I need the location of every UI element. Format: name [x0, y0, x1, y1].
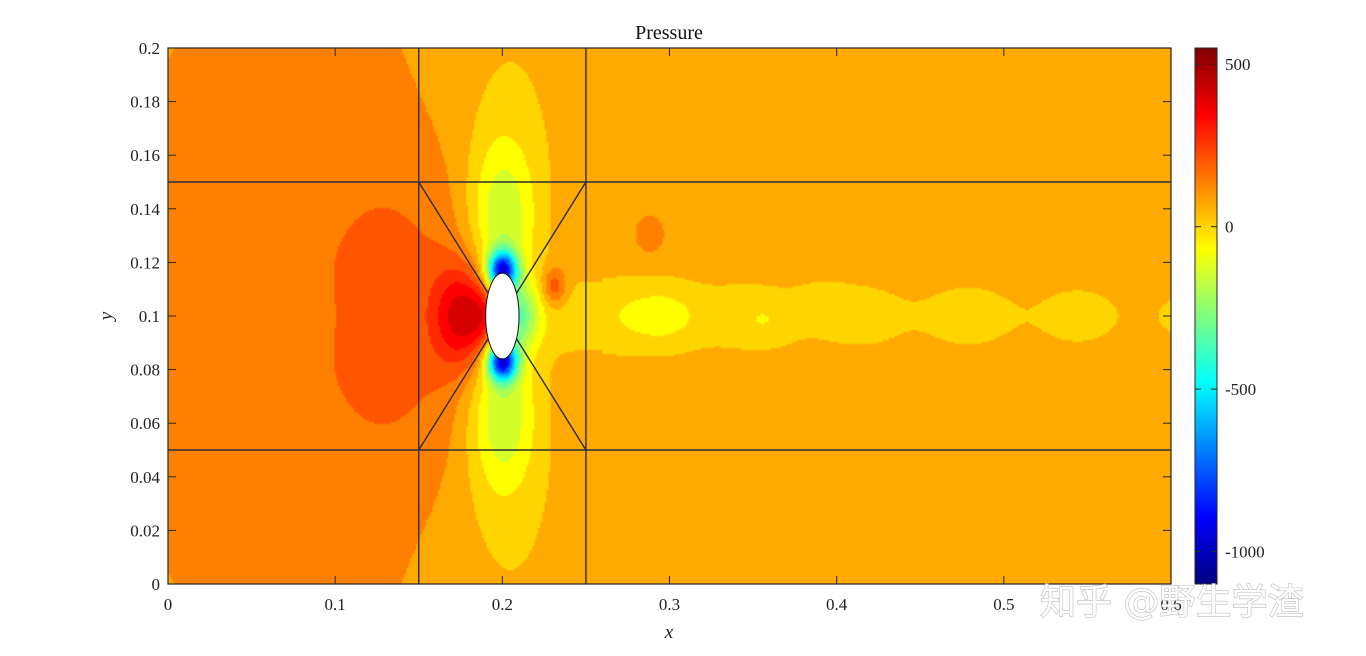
y-tick-label: 0 [152, 575, 161, 594]
watermark-text: 知乎 @野生学渣 [1040, 582, 1303, 623]
y-tick-label: 0.16 [130, 146, 160, 165]
y-tick-label: 0.06 [130, 414, 160, 433]
y-axis-label: y [96, 311, 117, 322]
colorbar-tick-label: 500 [1225, 55, 1251, 74]
colorbar: 500 0 -500 -1000 [1194, 47, 1265, 585]
y-tick-label: 0.2 [139, 39, 160, 58]
y-tick-label: 0.02 [130, 521, 160, 540]
x-tick-label: 0.3 [659, 595, 680, 614]
pressure-field-image [168, 48, 1171, 584]
y-tick-label: 0.14 [130, 200, 160, 219]
colorbar-ticks: 500 0 -500 -1000 [1195, 55, 1265, 562]
mesh-lines [168, 48, 1171, 584]
y-tick-label: 0.1 [139, 307, 160, 326]
colorbar-gradient [1195, 48, 1217, 584]
colorbar-tick-label: -500 [1225, 380, 1256, 399]
x-axis-label: x [664, 622, 674, 643]
x-tick-label: 0.5 [993, 595, 1014, 614]
colorbar-frame [1194, 47, 1218, 585]
x-tick-label: 0.1 [325, 595, 346, 614]
y-axis: 0 0.02 0.04 0.06 0.08 0.1 0.12 0.14 0.16 0.18 0.2 [130, 39, 1171, 594]
x-tick-label: 0.6 [1160, 595, 1181, 614]
colorbar-tick-label: 0 [1225, 218, 1234, 237]
y-tick-label: 0.18 [130, 93, 160, 112]
cylinder-obstacle [485, 272, 520, 360]
plot-area [167, 47, 1172, 585]
colorbar-tick-label: -1000 [1225, 543, 1265, 562]
chart-title: Pressure [635, 22, 703, 44]
y-tick-label: 0.12 [130, 253, 160, 272]
x-tick-label: 0.4 [826, 595, 848, 614]
y-tick-label: 0.04 [130, 468, 160, 487]
x-tick-label: 0.2 [492, 595, 513, 614]
x-tick-label: 0 [164, 595, 173, 614]
x-axis: 0 0.1 0.2 0.3 0.4 0.5 0.6 [164, 48, 1182, 614]
y-tick-label: 0.08 [130, 361, 160, 380]
